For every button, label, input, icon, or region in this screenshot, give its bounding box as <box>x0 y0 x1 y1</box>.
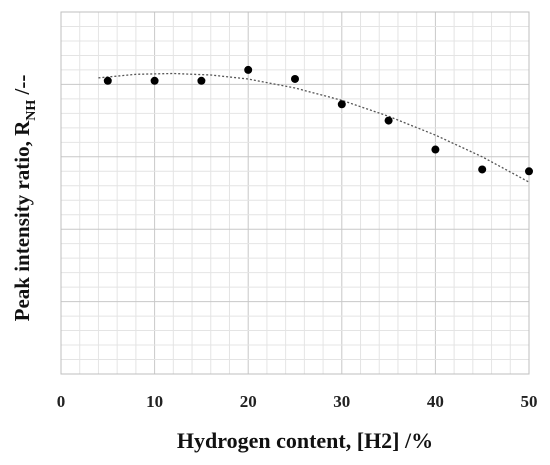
data-point <box>150 76 159 85</box>
data-points <box>103 65 533 176</box>
x-tick-label: 0 <box>57 392 66 411</box>
x-tick-labels: 0 10 20 30 40 50 <box>57 392 538 411</box>
y-axis-title-suffix: /-- <box>10 75 34 100</box>
grid <box>61 12 529 374</box>
plot-frame <box>60 11 530 375</box>
x-tick-label: 10 <box>146 392 163 411</box>
data-point <box>478 165 487 174</box>
x-tick-label: 40 <box>427 392 444 411</box>
x-tick-label: 20 <box>240 392 257 411</box>
x-axis-title: Hydrogen content, [H2] /% <box>177 428 433 453</box>
data-point <box>337 100 346 109</box>
trendline-group <box>98 72 530 183</box>
data-point <box>384 116 393 125</box>
data-point <box>103 76 112 85</box>
data-point <box>244 65 253 74</box>
trendline <box>98 72 530 183</box>
data-point <box>431 145 440 154</box>
data-point <box>197 76 206 85</box>
data-point <box>525 167 533 176</box>
y-axis-title: Peak intensity ratio, RNH /-- <box>10 75 39 322</box>
y-axis-title-subscript: NH <box>24 100 39 121</box>
data-point <box>291 74 299 83</box>
y-axis-title-main: Peak intensity ratio, R <box>10 120 34 321</box>
x-tick-label: 30 <box>333 392 350 411</box>
x-tick-label: 50 <box>521 392 538 411</box>
